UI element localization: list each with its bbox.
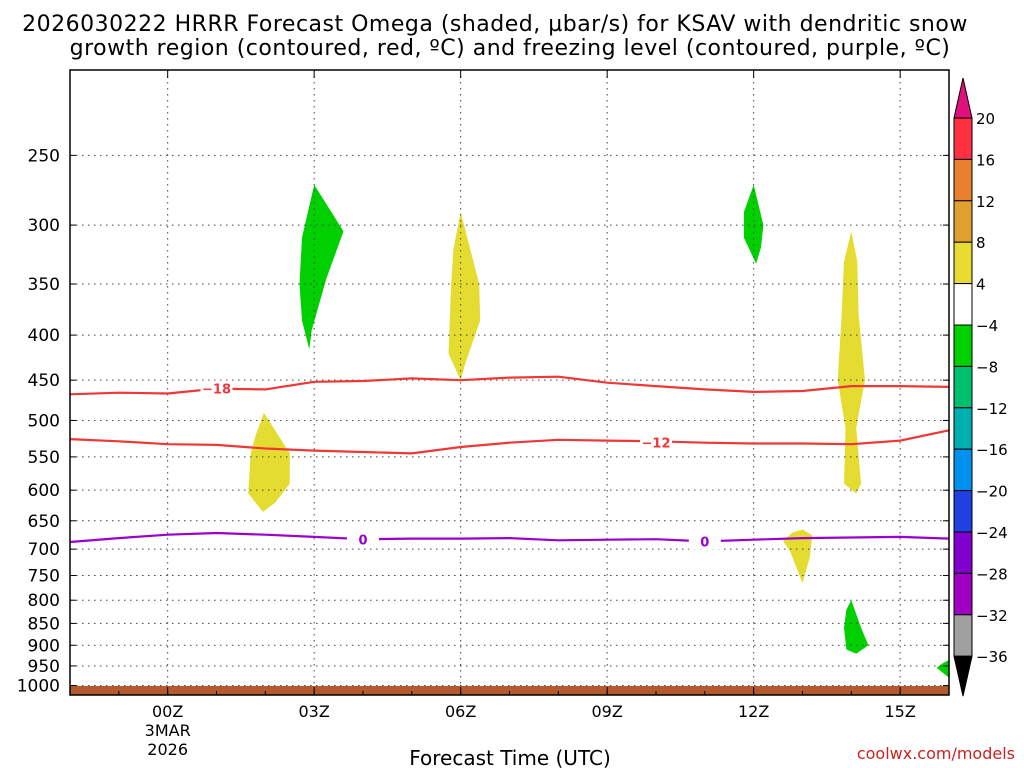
x-axis-label: Forecast Time (UTC): [409, 746, 611, 768]
y-tick-label: 400: [28, 326, 60, 346]
x-tick-label: 12Z: [738, 702, 769, 721]
colorbar-label: 16: [976, 151, 995, 169]
y-tick-label: 750: [28, 567, 60, 587]
x-tick-label: 03Z: [299, 702, 330, 721]
omega-region-yellow-14z-column: [837, 231, 865, 494]
y-tick-label: 900: [28, 636, 60, 656]
axes: 2503003504004505005506006507007508008509…: [17, 69, 950, 759]
colorbar-swatch: [953, 572, 973, 616]
colorbar-label: −28: [976, 565, 1008, 583]
x-tick-label: 09Z: [592, 702, 623, 721]
colorbar-label: −16: [976, 441, 1008, 459]
contour-label-bg: [200, 380, 233, 397]
colorbar-label: 8: [976, 234, 986, 252]
colorbar-label: −36: [976, 648, 1008, 666]
colorbar-label: 12: [976, 193, 995, 211]
x-tick-label: 00Z: [152, 702, 183, 721]
colorbar-label: −20: [976, 483, 1008, 501]
colorbar-swatch: [953, 283, 973, 326]
contour-label-dgz-minus12: −12: [642, 437, 671, 452]
colorbar-swatch: [953, 158, 973, 202]
y-tick-label: 800: [28, 591, 60, 611]
y-tick-label: 950: [28, 657, 60, 677]
colorbar-swatch: [953, 200, 973, 243]
colorbar-swatch: [953, 365, 973, 409]
contour-label-bg: [640, 434, 672, 451]
omega-region-green-12z-upper: [743, 184, 764, 264]
omega-region-yellow-13z-low: [783, 529, 813, 584]
colorbar-bottom-arrow: [953, 655, 973, 697]
omega-region-green-16z-edge: [936, 659, 949, 678]
colorbar-label: −24: [976, 524, 1008, 542]
y-tick-label: 1000: [17, 677, 60, 697]
ground-strip: [70, 686, 949, 695]
y-tick-label: 850: [28, 614, 60, 634]
colorbar-swatch: [953, 448, 973, 492]
contour-dgz-minus12: [69, 429, 950, 455]
y-tick-label: 350: [28, 275, 60, 295]
colorbar-label: 4: [976, 276, 986, 294]
omega-region-yellow-06z-upper: [448, 212, 481, 381]
credit-link[interactable]: coolwx.com/models: [857, 744, 1015, 763]
x-tick-year: 2026: [147, 740, 188, 759]
y-tick-label: 450: [28, 371, 60, 391]
contour-label-freezing-level: 0: [358, 534, 367, 549]
chart-title-line2: growth region (contoured, red, ºC) and f…: [70, 36, 951, 61]
colorbar-swatch: [953, 490, 973, 533]
colorbar-label: −12: [976, 400, 1008, 418]
omega-region-green-14z-low: [844, 600, 869, 654]
chart-title-line1: 2026030222 HRRR Forecast Omega (shaded, …: [22, 12, 968, 37]
colorbar-label: −32: [976, 607, 1008, 625]
colorbar-swatch: [953, 614, 973, 657]
colorbar-label: −8: [976, 358, 998, 376]
colorbar: 20 16 12 8 4 −4 −8 −12 −16 −20 −24 −28 −32 −36: [953, 77, 1008, 697]
colorbar-swatch: [953, 117, 973, 160]
colorbar-swatch: [953, 531, 973, 574]
y-tick-label: 300: [28, 216, 60, 236]
contour-label-freezing-level: 0: [700, 535, 709, 550]
x-tick-date: 3MAR: [145, 721, 191, 740]
colorbar-label: 20: [976, 110, 995, 128]
contour-freezing-level: [69, 531, 950, 544]
y-tick-label: 250: [28, 146, 60, 166]
colorbar-swatch: [953, 407, 973, 450]
x-tick-label: 06Z: [445, 702, 476, 721]
colorbar-swatch: [953, 241, 973, 285]
plot-area: −18 −12 0 0: [69, 70, 950, 695]
omega-region-green-03z-upper: [299, 184, 344, 350]
y-tick-label: 700: [28, 540, 60, 560]
contour-label-dgz-minus18: −18: [202, 383, 231, 398]
y-tick-label: 550: [28, 448, 60, 468]
y-tick-label: 500: [28, 411, 60, 431]
contour-label-bg: [347, 531, 379, 548]
colorbar-label: −4: [976, 317, 998, 335]
x-tick-label: 15Z: [885, 702, 916, 721]
y-tick-label: 650: [28, 512, 60, 532]
colorbar-swatch: [953, 324, 973, 367]
omega-region-yellow-02z-mid: [248, 412, 290, 512]
y-tick-label: 600: [28, 481, 60, 501]
contour-label-bg: [688, 533, 721, 550]
